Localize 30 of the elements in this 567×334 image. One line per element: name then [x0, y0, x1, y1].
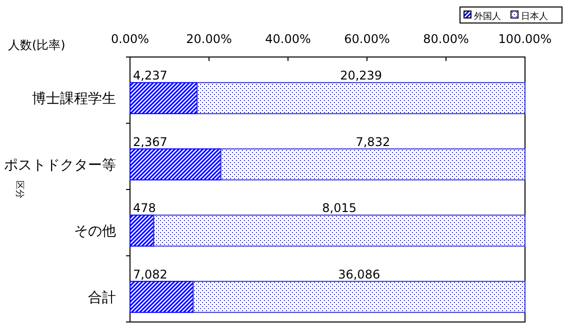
y-tick-label: ポストドクター等 — [4, 157, 116, 174]
annotation: 20,239 — [340, 68, 382, 83]
x-tick-label: 60.00% — [344, 32, 390, 46]
bar — [130, 214, 154, 247]
text: 人数(比率) — [8, 38, 66, 52]
bar — [196, 82, 526, 114]
annotation: 7,082 — [133, 267, 168, 282]
annotation: 478 — [133, 201, 156, 216]
x-tick-label: 100.00% — [498, 32, 552, 46]
bar — [192, 280, 526, 313]
legend-label: 外国人 — [474, 11, 501, 22]
annotation: 36,086 — [338, 267, 380, 282]
bar — [220, 148, 526, 180]
bar — [130, 82, 198, 114]
annotation: 2,367 — [133, 134, 168, 149]
legend-label: 日本人 — [521, 11, 548, 22]
bar — [130, 280, 194, 313]
x-tick-label: 80.00% — [423, 32, 469, 46]
bar — [153, 214, 526, 247]
y-tick-label: 博士課程学生 — [32, 91, 116, 108]
annotation: 4,237 — [133, 68, 168, 83]
x-tick-label: 40.00% — [265, 32, 311, 46]
y-tick-label: その他 — [74, 224, 116, 240]
y-tick-label: 合計 — [88, 290, 116, 306]
y-axis-title: 区分 — [14, 180, 25, 198]
bar — [130, 148, 222, 180]
annotation: 8,015 — [322, 201, 357, 216]
annotation: 7,832 — [356, 134, 390, 149]
x-tick-label: 0.00% — [110, 32, 150, 46]
x-tick-label: 20.00% — [186, 32, 232, 46]
